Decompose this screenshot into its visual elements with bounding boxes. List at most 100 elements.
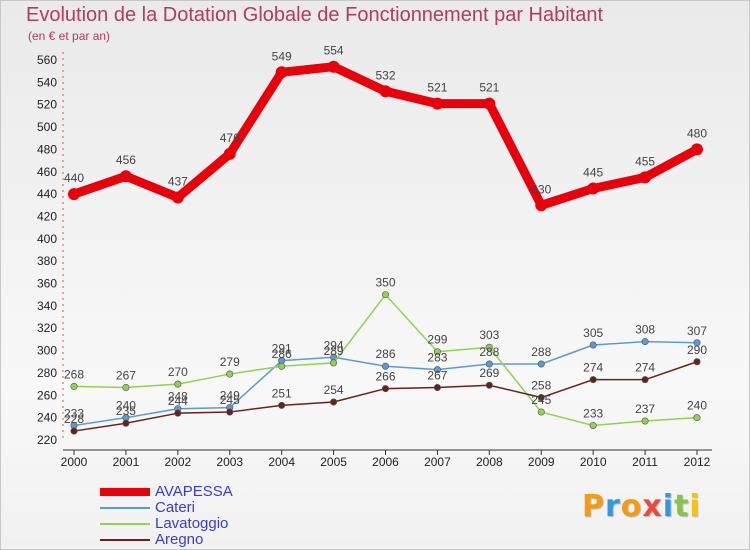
data-point-cateri xyxy=(433,366,441,374)
data-point-cateri xyxy=(381,362,389,370)
data-point-lavatoggio xyxy=(693,414,701,422)
x-tick-label: 2004 xyxy=(268,455,295,469)
x-tick-label: 2008 xyxy=(476,455,503,469)
y-tick-label: 460 xyxy=(37,165,57,179)
data-label-aregno: 245 xyxy=(220,393,240,407)
data-label-lavatoggio: 286 xyxy=(272,347,292,361)
data-point-avapessa xyxy=(639,171,652,184)
logo-letter: x xyxy=(642,489,663,524)
data-point-avapessa xyxy=(691,143,703,156)
y-tick-label: 340 xyxy=(37,299,57,313)
data-point-aregno xyxy=(226,408,234,416)
series-layer xyxy=(68,60,703,435)
chart-subtitle: (en € et par an) xyxy=(28,29,111,43)
y-tick-label: 540 xyxy=(37,75,57,89)
data-point-avapessa xyxy=(535,199,548,212)
data-point-aregno xyxy=(381,385,389,393)
data-label-lavatoggio: 270 xyxy=(168,365,188,379)
y-tick-label: 400 xyxy=(37,232,57,246)
y-tick-label: 320 xyxy=(37,321,57,335)
data-label-lavatoggio: 233 xyxy=(583,406,603,420)
y-tick-label: 360 xyxy=(37,277,57,291)
data-label-avapessa: 437 xyxy=(168,174,188,188)
data-label-lavatoggio: 299 xyxy=(427,333,447,347)
data-label-avapessa: 549 xyxy=(272,49,292,63)
data-point-lavatoggio xyxy=(122,383,130,391)
data-label-avapessa: 440 xyxy=(64,171,84,185)
data-point-lavatoggio xyxy=(278,362,286,370)
data-point-aregno xyxy=(330,398,338,406)
data-point-lavatoggio xyxy=(537,408,545,416)
data-point-avapessa xyxy=(275,66,288,79)
data-label-aregno: 235 xyxy=(116,404,136,418)
y-tick-label: 220 xyxy=(37,433,57,447)
data-label-avapessa: 554 xyxy=(324,44,344,58)
data-point-lavatoggio xyxy=(641,417,649,425)
data-label-cateri: 294 xyxy=(324,338,344,352)
data-point-cateri xyxy=(589,341,597,349)
data-label-cateri: 307 xyxy=(687,324,707,338)
data-point-lavatoggio xyxy=(70,382,78,390)
logo-letter: i xyxy=(689,489,701,524)
data-point-avapessa xyxy=(327,60,340,73)
legend-label: Cateri xyxy=(155,499,196,516)
data-label-aregno: 228 xyxy=(64,412,84,426)
data-label-lavatoggio: 279 xyxy=(220,355,240,369)
logo-letter: o xyxy=(620,489,643,524)
data-label-aregno: 267 xyxy=(427,368,447,382)
x-tick-label: 2007 xyxy=(424,455,451,469)
data-point-aregno xyxy=(433,383,441,391)
legend-swatch xyxy=(100,488,150,496)
data-label-aregno: 269 xyxy=(479,366,499,380)
data-labels: 440 456 437 476 549 554 532 521 521 430 445 455 480 2… xyxy=(64,44,707,426)
data-point-avapessa xyxy=(483,97,496,110)
y-tick-label: 520 xyxy=(37,98,57,112)
data-label-cateri: 288 xyxy=(531,345,551,359)
data-label-cateri: 233 xyxy=(64,406,84,420)
y-tick-label: 560 xyxy=(37,53,57,67)
data-point-avapessa xyxy=(431,97,444,110)
data-label-avapessa: 476 xyxy=(220,131,240,145)
data-point-aregno xyxy=(70,427,78,435)
x-tick-label: 2009 xyxy=(528,455,555,469)
data-label-avapessa: 455 xyxy=(635,154,655,168)
data-label-cateri: 308 xyxy=(635,323,655,337)
data-point-aregno xyxy=(122,419,130,427)
legend-label: Aregno xyxy=(155,531,204,548)
data-point-aregno xyxy=(589,376,597,384)
legend-label: Lavatoggio xyxy=(155,515,229,532)
y-tick-label: 240 xyxy=(37,411,57,425)
y-tick-label: 480 xyxy=(37,142,57,156)
data-point-cateri xyxy=(693,339,701,347)
logo-letter: r xyxy=(605,489,621,524)
data-point-avapessa xyxy=(223,147,236,160)
data-label-lavatoggio: 268 xyxy=(64,367,84,381)
data-point-avapessa xyxy=(379,85,392,98)
y-tick-label: 300 xyxy=(37,344,57,358)
data-label-cateri: 291 xyxy=(272,342,292,356)
data-label-avapessa: 521 xyxy=(479,81,499,95)
x-tick-label: 2005 xyxy=(320,455,347,469)
x-tick-label: 2011 xyxy=(632,455,658,469)
y-tick-label: 380 xyxy=(37,254,57,268)
data-label-lavatoggio: 237 xyxy=(635,402,655,416)
data-label-avapessa: 521 xyxy=(427,81,447,95)
legend-swatch xyxy=(100,523,150,525)
legend-swatch xyxy=(100,507,150,509)
y-tick-label: 440 xyxy=(37,187,57,201)
data-label-lavatoggio: 245 xyxy=(531,393,551,407)
data-point-lavatoggio xyxy=(174,380,182,388)
data-point-avapessa xyxy=(119,170,132,183)
logo-letter: P xyxy=(582,489,605,524)
data-label-cateri: 283 xyxy=(427,351,447,365)
legend-swatch xyxy=(100,539,150,541)
data-label-avapessa: 430 xyxy=(531,182,551,196)
data-label-cateri: 240 xyxy=(116,399,136,413)
chart-axes: 220 240 260 280 300 320 340 360 380 400 420 440 460 4… xyxy=(37,52,712,469)
data-label-cateri: 248 xyxy=(168,390,188,404)
data-point-lavatoggio xyxy=(485,343,493,351)
data-label-lavatoggio: 289 xyxy=(324,344,344,358)
data-point-lavatoggio xyxy=(433,348,441,356)
